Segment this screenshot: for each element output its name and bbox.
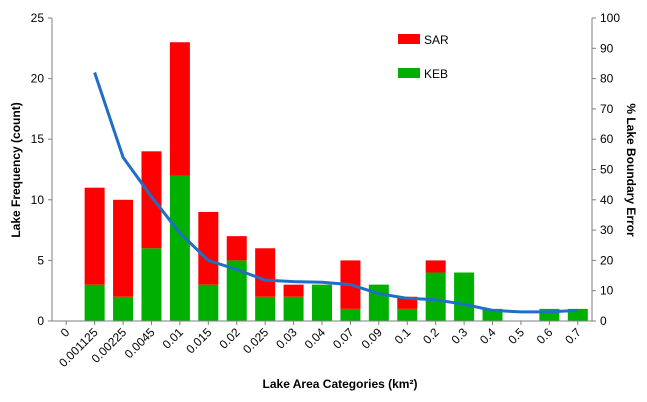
x-tick-label: 0.2 bbox=[420, 325, 442, 347]
boundary-error-line bbox=[93, 72, 578, 314]
bar-sar-0.0045 bbox=[141, 151, 162, 249]
bar-sar-0.001125 bbox=[84, 187, 105, 285]
y-tick-label: 25 bbox=[31, 11, 45, 25]
bar-keb-0.03 bbox=[283, 296, 304, 321]
y-tick-label: 0 bbox=[37, 314, 44, 328]
bar-keb-0.04 bbox=[312, 284, 332, 321]
bar-keb-0.07 bbox=[340, 308, 361, 321]
x-axis-title: Lake Area Categories (km²) bbox=[263, 377, 418, 391]
y2-axis-title: % Lake Boundary Error bbox=[624, 103, 638, 237]
x-tick-label: 0.1 bbox=[392, 325, 414, 347]
y-tick-label: 5 bbox=[37, 253, 44, 267]
plot-area: 0510152025010203040506070809010000.00112… bbox=[31, 11, 621, 370]
x-tick-label: 0.01 bbox=[160, 325, 187, 352]
x-tick-label: 0.0045 bbox=[122, 325, 158, 361]
bar-keb-0.025 bbox=[255, 296, 276, 321]
legend-swatch-sar bbox=[398, 34, 420, 44]
y2-tick-label: 40 bbox=[600, 193, 614, 207]
y2-tick-label: 0 bbox=[600, 314, 607, 328]
bar-sar-0.01 bbox=[169, 42, 190, 176]
x-tick-label: 0.02 bbox=[216, 325, 243, 352]
bar-keb-0.1 bbox=[397, 308, 418, 321]
x-tick-label: 0.7 bbox=[562, 325, 584, 347]
x-tick-label: 0.025 bbox=[240, 325, 271, 356]
y2-tick-label: 100 bbox=[600, 11, 620, 25]
x-tick-label: 0.6 bbox=[534, 325, 556, 347]
bar-sar-0.03 bbox=[283, 284, 304, 297]
x-tick-label: 0.09 bbox=[359, 325, 386, 352]
x-tick-label: 0.3 bbox=[449, 325, 471, 347]
y2-tick-label: 90 bbox=[600, 41, 614, 55]
bar-keb-0.00225 bbox=[113, 296, 134, 321]
bar-keb-0.01 bbox=[169, 175, 190, 321]
bar-sar-0.00225 bbox=[113, 199, 134, 297]
x-tick-label: 0.4 bbox=[477, 325, 499, 347]
legend-label-keb: KEB bbox=[424, 67, 448, 81]
x-tick-label: 0.04 bbox=[302, 325, 329, 352]
bar-sar-0.025 bbox=[255, 248, 276, 297]
bar-keb-0.0045 bbox=[141, 248, 162, 321]
y-tick-label: 20 bbox=[31, 72, 45, 86]
y2-tick-label: 60 bbox=[600, 132, 614, 146]
y2-tick-label: 20 bbox=[600, 253, 614, 267]
y-axis-title: Lake Frequency (count) bbox=[9, 102, 23, 237]
y2-tick-label: 70 bbox=[600, 102, 614, 116]
bar-keb-0.2 bbox=[425, 272, 446, 321]
y-tick-label: 15 bbox=[31, 132, 45, 146]
x-tick-label: 0.015 bbox=[183, 325, 214, 356]
bar-keb-0.02 bbox=[226, 260, 247, 321]
y2-tick-label: 50 bbox=[600, 163, 614, 177]
legend: SAR KEB bbox=[398, 33, 449, 81]
bar-sar-0.02 bbox=[226, 236, 247, 261]
y2-tick-label: 10 bbox=[600, 284, 614, 298]
x-tick-label: 0.07 bbox=[330, 325, 357, 352]
bar-keb-0.3 bbox=[454, 272, 475, 321]
y2-tick-label: 80 bbox=[600, 72, 614, 86]
x-tick-label: 0.03 bbox=[273, 325, 300, 352]
x-tick-label: 0.5 bbox=[505, 325, 527, 347]
bar-sar-0.015 bbox=[198, 211, 219, 285]
bar-keb-0.001125 bbox=[84, 284, 105, 321]
bar-keb-0.015 bbox=[198, 284, 219, 321]
y2-tick-label: 30 bbox=[600, 223, 614, 237]
legend-swatch-keb bbox=[398, 68, 420, 78]
legend-label-sar: SAR bbox=[424, 33, 449, 47]
x-tick-label: 0 bbox=[58, 325, 73, 340]
bar-sar-0.2 bbox=[425, 260, 446, 273]
y-tick-label: 10 bbox=[31, 193, 45, 207]
